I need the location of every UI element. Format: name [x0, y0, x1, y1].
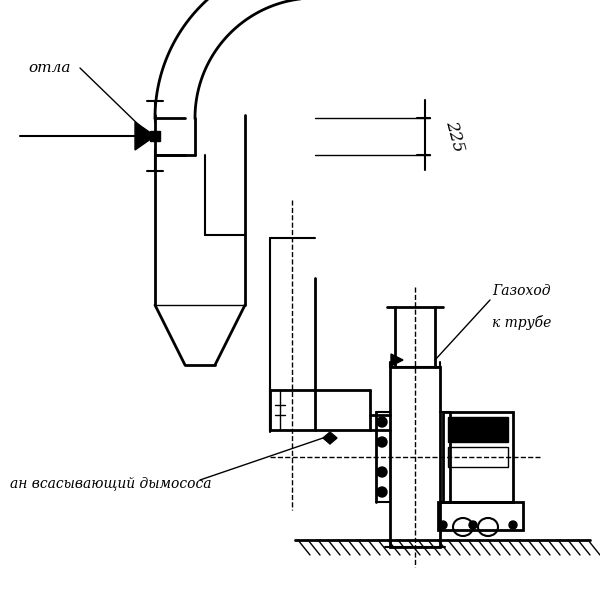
Circle shape: [377, 417, 387, 427]
Polygon shape: [150, 131, 160, 141]
Bar: [448, 447, 508, 467]
Text: 225: 225: [443, 118, 467, 154]
Circle shape: [509, 521, 517, 529]
Bar: [390, 367, 440, 547]
Text: Газоход: Газоход: [492, 284, 551, 298]
Circle shape: [469, 521, 477, 529]
Polygon shape: [323, 432, 337, 444]
Text: к трубе: к трубе: [492, 315, 551, 330]
Bar: [438, 502, 523, 530]
Circle shape: [377, 437, 387, 447]
Polygon shape: [391, 354, 403, 366]
Polygon shape: [135, 122, 155, 150]
Text: отла: отла: [28, 61, 71, 75]
Bar: [443, 412, 513, 502]
Circle shape: [377, 467, 387, 477]
Polygon shape: [448, 417, 508, 442]
Circle shape: [439, 521, 447, 529]
Text: ан всасывающий дымососа: ан всасывающий дымососа: [10, 476, 212, 490]
Circle shape: [377, 487, 387, 497]
